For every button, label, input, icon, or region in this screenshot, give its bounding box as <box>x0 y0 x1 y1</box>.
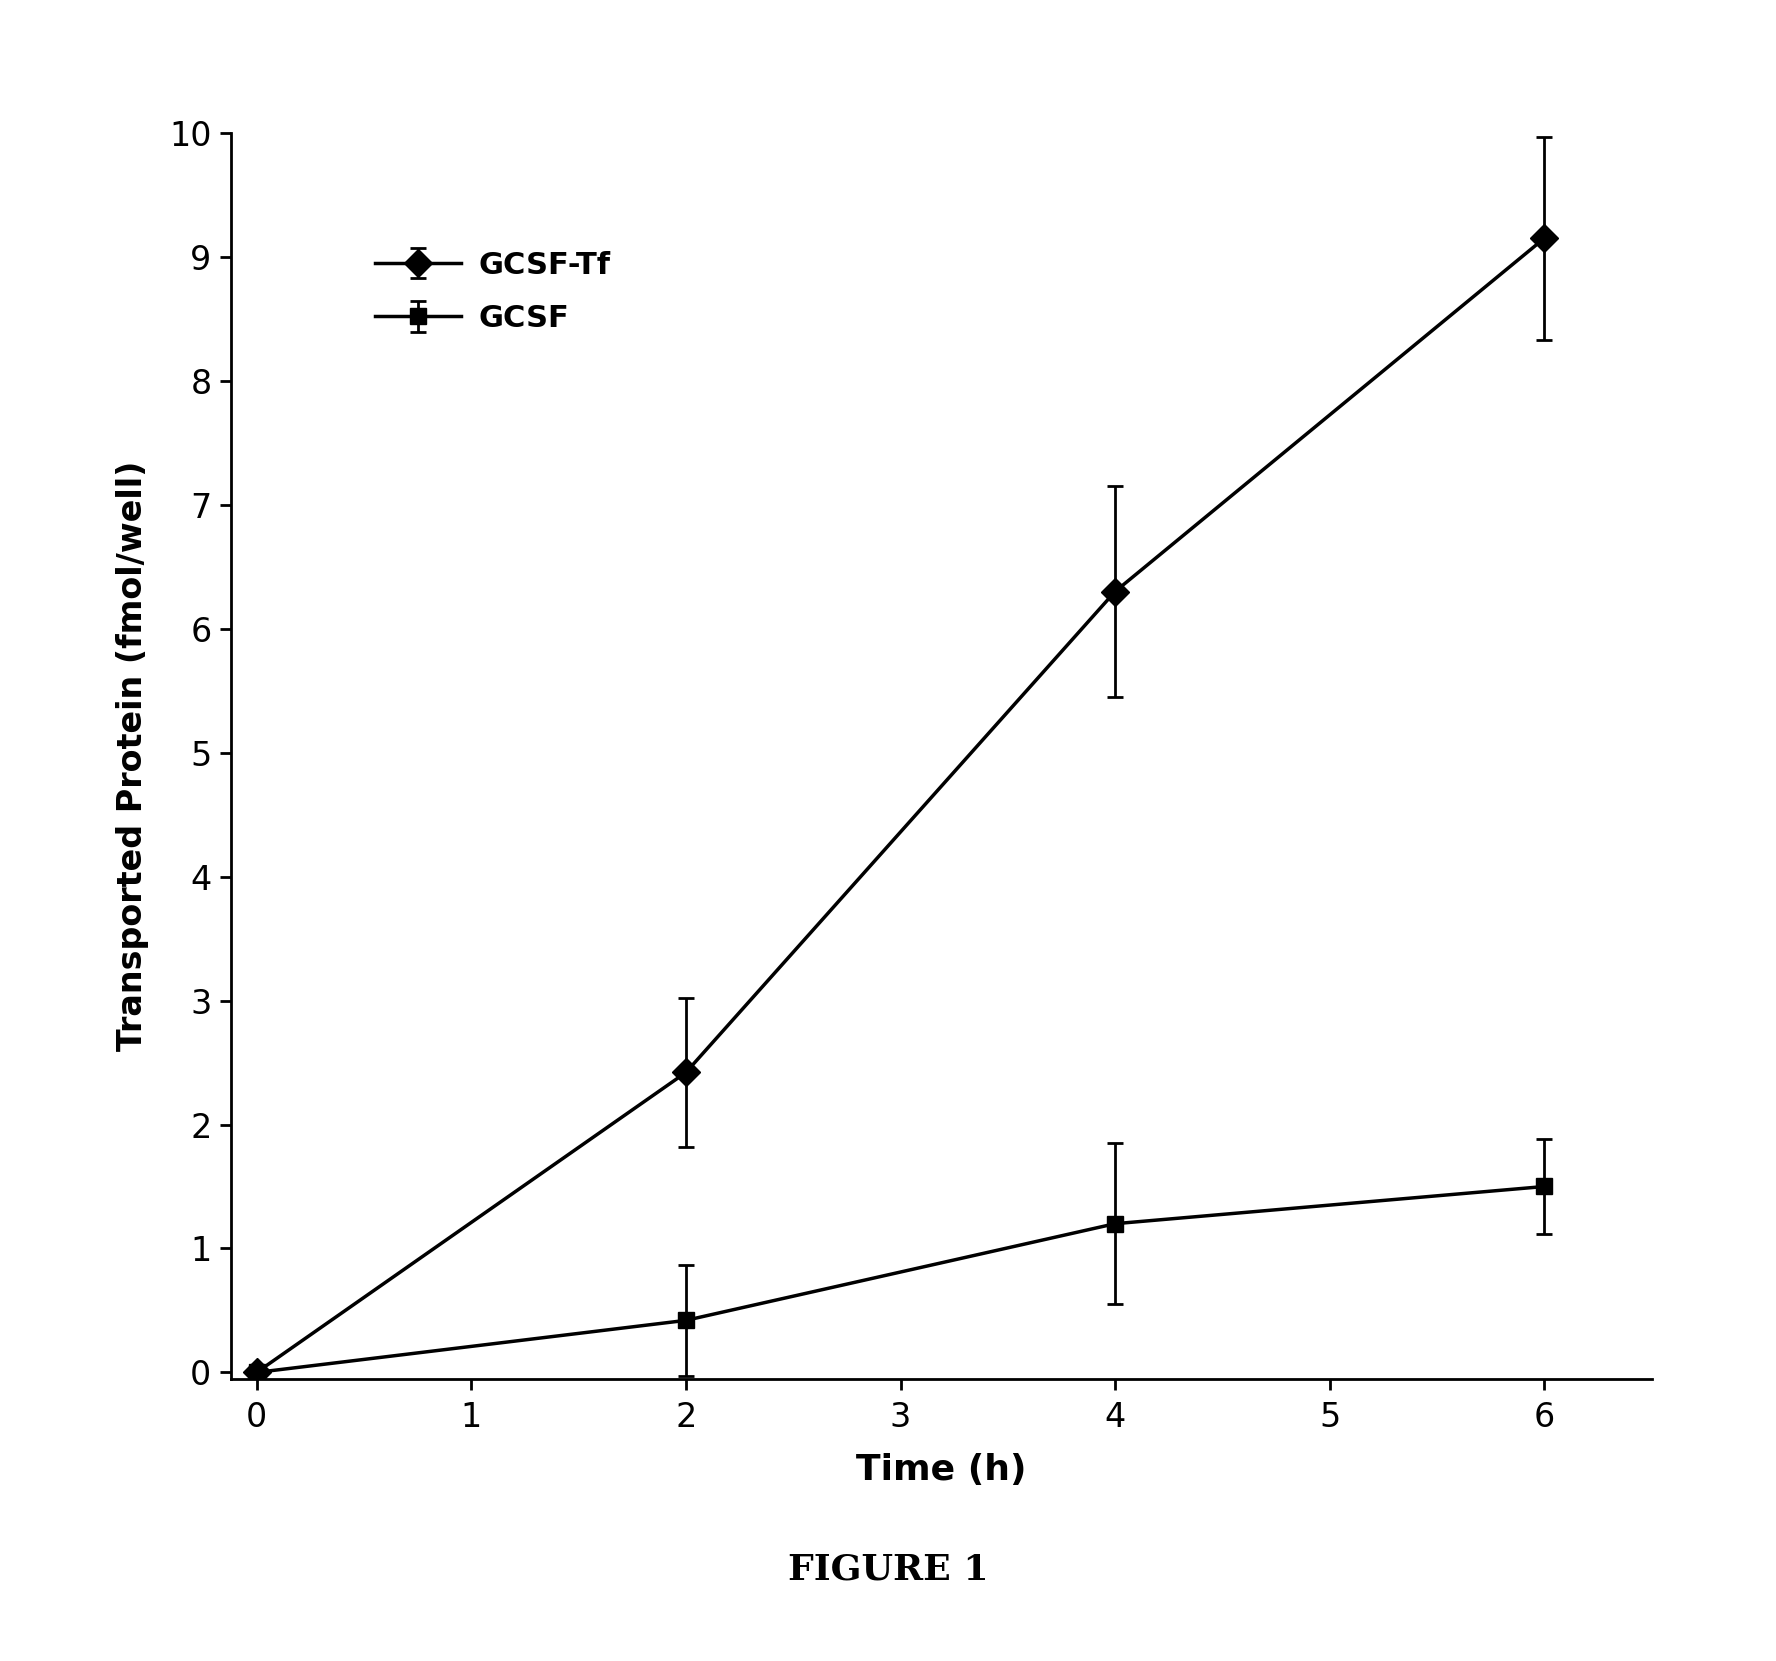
Y-axis label: Transported Protein (fmol/well): Transported Protein (fmol/well) <box>117 460 149 1051</box>
Legend: GCSF-Tf, GCSF: GCSF-Tf, GCSF <box>361 236 627 349</box>
X-axis label: Time (h): Time (h) <box>856 1453 1027 1487</box>
Text: FIGURE 1: FIGURE 1 <box>789 1553 987 1586</box>
